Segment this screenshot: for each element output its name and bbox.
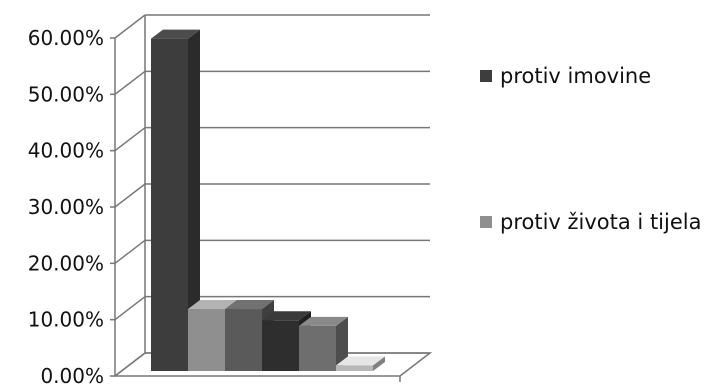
gridline-depth (114, 296, 146, 321)
bar-front (299, 325, 336, 371)
y-tick-label: 10.00% (28, 308, 104, 332)
legend-swatch-icon (480, 70, 492, 82)
bar-front (151, 38, 188, 372)
gridline-depth (114, 239, 146, 264)
bar-top (188, 300, 237, 310)
legend-item-protiv-imovine: protiv imovine (480, 64, 651, 88)
bar-top (299, 316, 348, 326)
gridline-depth (114, 127, 146, 152)
chart-floor (112, 352, 433, 377)
bar-top (151, 29, 200, 39)
legend-swatch-icon (480, 216, 492, 228)
gridline-depth (114, 183, 146, 208)
bar-top (336, 356, 385, 366)
bar-side (336, 316, 348, 371)
legend-item-protiv-zivota-i-tijela: protiv života i tijela (480, 210, 701, 234)
gridline-depth (114, 14, 146, 39)
bar-top (262, 311, 311, 321)
y-tick-label: 60.00% (28, 26, 104, 50)
bar-front (188, 309, 225, 371)
gridline-depth (114, 70, 146, 95)
legend-label: protiv života i tijela (500, 210, 702, 234)
bars (151, 29, 385, 372)
bar-top (225, 300, 274, 310)
bar-front (336, 365, 373, 371)
y-tick-label: 40.00% (28, 139, 104, 163)
bar (299, 316, 348, 371)
bar-front (262, 320, 299, 371)
y-tick-label: 30.00% (28, 195, 104, 219)
bar (336, 356, 385, 371)
y-axis (110, 15, 433, 382)
y-tick-label: 50.00% (28, 82, 104, 106)
bar (151, 29, 200, 372)
y-tick-label: 0.00% (40, 364, 104, 388)
y-tick-label: 20.00% (28, 251, 104, 275)
y-tick-labels: 0.00% 10.00% 20.00% 30.00% 40.00% 50.00% 60.00… (28, 26, 104, 388)
bar-side (373, 356, 385, 371)
legend-label: protiv imovine (500, 64, 652, 88)
bar-front (225, 309, 262, 371)
bar-side (188, 29, 200, 372)
